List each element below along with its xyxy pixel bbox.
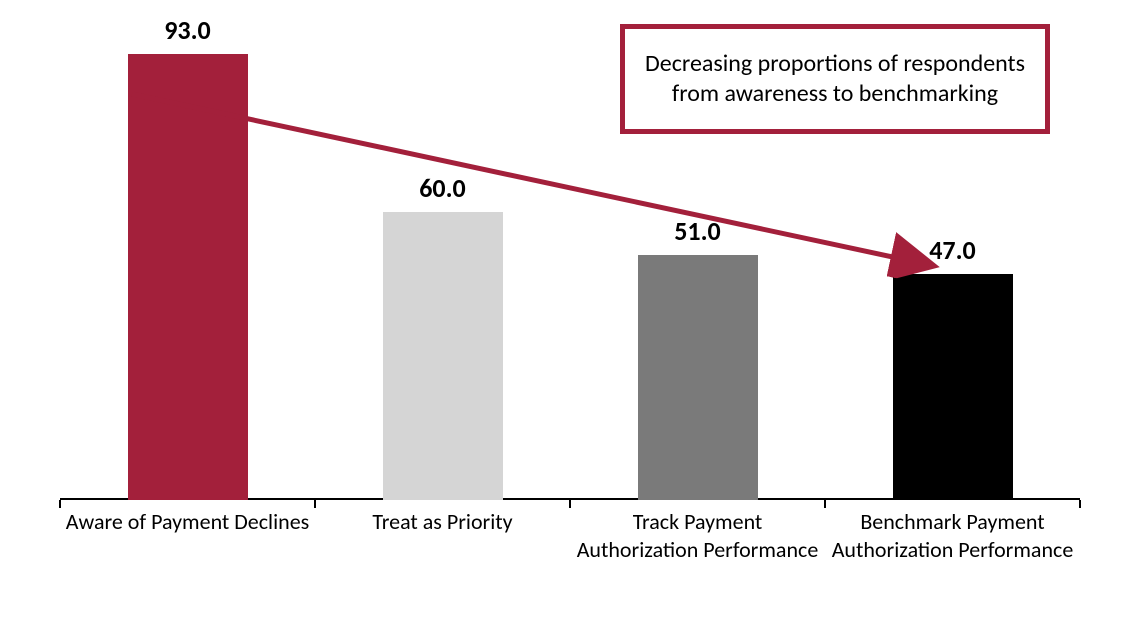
bar bbox=[128, 54, 248, 500]
x-axis-label: Benchmark Payment Authorization Performa… bbox=[825, 508, 1080, 563]
bar-chart: 93.0 60.0 51.0 47.0 Aware of Payment Declin… bbox=[0, 0, 1128, 634]
bar-value-label: 47.0 bbox=[929, 234, 975, 266]
bar bbox=[893, 274, 1013, 500]
bar-value-label: 60.0 bbox=[419, 172, 465, 204]
x-axis-label: Aware of Payment Declines bbox=[60, 508, 315, 536]
bar bbox=[638, 255, 758, 500]
x-tick bbox=[569, 500, 571, 508]
x-axis-label: Treat as Priority bbox=[315, 508, 570, 536]
bar-value-label: 51.0 bbox=[674, 215, 720, 247]
bar bbox=[383, 212, 503, 500]
x-tick bbox=[824, 500, 826, 508]
x-tick bbox=[59, 500, 61, 508]
x-tick bbox=[314, 500, 316, 508]
callout-text: Decreasing proportions of respondents fr… bbox=[639, 49, 1031, 109]
x-axis-label: Track Payment Authorization Performance bbox=[570, 508, 825, 563]
bar-value-label: 93.0 bbox=[164, 14, 210, 46]
callout-box: Decreasing proportions of respondents fr… bbox=[620, 24, 1050, 134]
x-tick bbox=[1079, 500, 1081, 508]
